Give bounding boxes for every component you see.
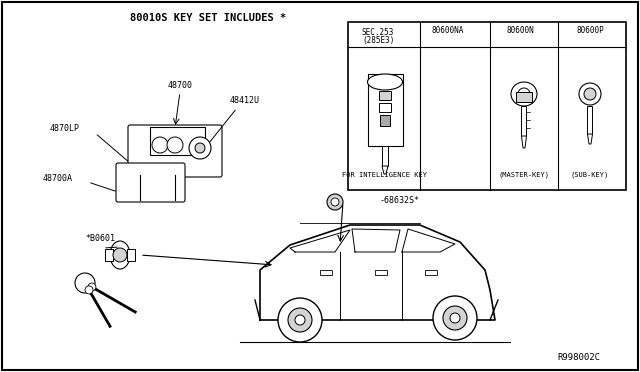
Text: 80600N: 80600N bbox=[506, 26, 534, 35]
Text: (SUB-KEY): (SUB-KEY) bbox=[571, 172, 609, 178]
Text: (MASTER-KEY): (MASTER-KEY) bbox=[499, 172, 550, 178]
Circle shape bbox=[288, 308, 312, 332]
Circle shape bbox=[295, 315, 305, 325]
Circle shape bbox=[167, 137, 183, 153]
Bar bbox=[382, 146, 388, 166]
Text: 80010S KEY SET INCLUDES *: 80010S KEY SET INCLUDES * bbox=[130, 13, 286, 23]
Ellipse shape bbox=[110, 241, 130, 269]
Circle shape bbox=[88, 283, 96, 291]
Circle shape bbox=[443, 306, 467, 330]
Circle shape bbox=[152, 137, 168, 153]
Text: -68632S*: -68632S* bbox=[380, 196, 420, 205]
Text: 48412U: 48412U bbox=[230, 96, 260, 105]
Bar bbox=[425, 270, 437, 275]
Ellipse shape bbox=[511, 82, 537, 106]
Polygon shape bbox=[382, 166, 388, 174]
Circle shape bbox=[327, 194, 343, 210]
Bar bbox=[320, 270, 332, 275]
Circle shape bbox=[195, 143, 205, 153]
Circle shape bbox=[433, 296, 477, 340]
Circle shape bbox=[450, 313, 460, 323]
Bar bbox=[379, 103, 391, 112]
Polygon shape bbox=[522, 136, 527, 148]
Circle shape bbox=[113, 248, 127, 262]
Text: 48700: 48700 bbox=[168, 80, 193, 90]
Text: *B0601: *B0601 bbox=[85, 234, 115, 243]
Text: 4870LP: 4870LP bbox=[50, 124, 80, 132]
Text: 80600NA: 80600NA bbox=[432, 26, 464, 35]
Bar bbox=[516, 92, 532, 102]
Bar bbox=[522, 106, 527, 136]
Circle shape bbox=[584, 88, 596, 100]
Circle shape bbox=[518, 88, 530, 100]
Bar bbox=[105, 249, 113, 261]
Ellipse shape bbox=[579, 83, 601, 105]
FancyBboxPatch shape bbox=[128, 125, 222, 177]
Circle shape bbox=[189, 137, 211, 159]
Polygon shape bbox=[588, 134, 593, 144]
Text: SEC.253: SEC.253 bbox=[362, 28, 394, 36]
Ellipse shape bbox=[367, 74, 403, 90]
Bar bbox=[375, 270, 387, 275]
Text: (285E3): (285E3) bbox=[362, 35, 394, 45]
Circle shape bbox=[85, 286, 93, 294]
Text: 48700A: 48700A bbox=[43, 173, 73, 183]
Circle shape bbox=[331, 198, 339, 206]
Circle shape bbox=[278, 298, 322, 342]
Bar bbox=[588, 106, 593, 134]
Bar bbox=[379, 91, 391, 100]
Bar bbox=[127, 249, 135, 261]
Bar bbox=[150, 127, 205, 155]
FancyBboxPatch shape bbox=[116, 163, 185, 202]
Text: 80600P: 80600P bbox=[576, 26, 604, 35]
Text: R998002C: R998002C bbox=[557, 353, 600, 362]
Text: FOR INTELLIGENCE KEY: FOR INTELLIGENCE KEY bbox=[342, 172, 428, 178]
Bar bbox=[380, 115, 390, 126]
Bar bbox=[368, 74, 403, 146]
Bar bbox=[348, 22, 626, 190]
